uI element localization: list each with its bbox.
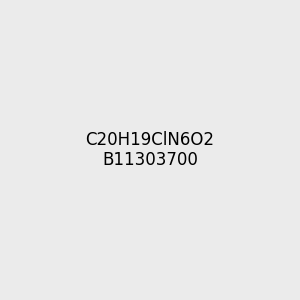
Text: C20H19ClN6O2
B11303700: C20H19ClN6O2 B11303700 bbox=[85, 130, 214, 170]
